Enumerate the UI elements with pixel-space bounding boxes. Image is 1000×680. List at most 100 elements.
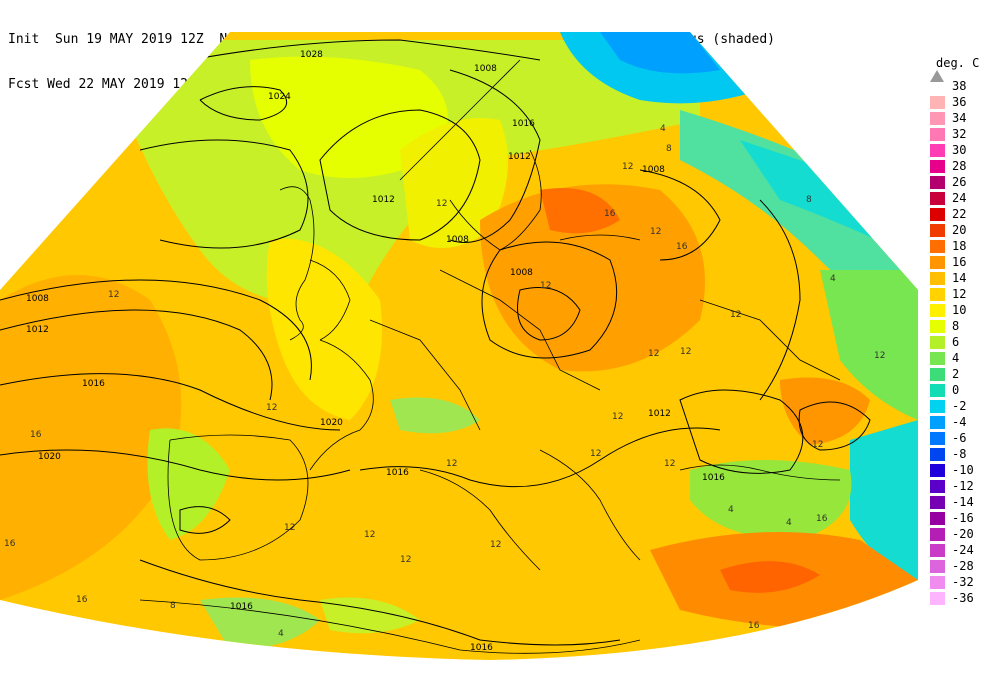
legend-swatch [930, 368, 945, 381]
dewpoint-label: 16 [30, 430, 42, 440]
isobar-label: 1016 [512, 119, 535, 129]
dewpoint-label: 12 [400, 555, 411, 565]
legend-swatch [930, 592, 945, 605]
forecast-map: 1028 1024 1016 1012 1012 1008 1008 1008 … [0, 32, 918, 660]
legend-label: 0 [952, 383, 960, 397]
legend-swatch [930, 320, 945, 333]
legend-label: 32 [952, 127, 967, 141]
isobar-label: 1008 [642, 165, 665, 175]
dewpoint-label: 8 [806, 195, 812, 205]
dewpoint-label: 12 [874, 351, 885, 361]
legend-label: -36 [952, 591, 974, 605]
legend-label: 18 [952, 239, 967, 253]
isobar-label: 1016 [230, 602, 253, 612]
legend-entry: -4 [930, 414, 996, 430]
legend-entry: 34 [930, 110, 996, 126]
legend-label: 4 [952, 351, 960, 365]
dewpoint-label: 12 [266, 403, 277, 413]
legend-entry: -12 [930, 478, 996, 494]
legend-entry: 6 [930, 334, 996, 350]
legend-entry: 0 [930, 382, 996, 398]
dewpoint-label: 4 [278, 629, 284, 639]
legend-entry: -14 [930, 494, 996, 510]
legend-label: 26 [952, 175, 967, 189]
legend-label: -8 [952, 447, 967, 461]
isobar-label: 1016 [82, 379, 105, 389]
legend-label: -32 [952, 575, 974, 589]
legend-entry: -10 [930, 462, 996, 478]
legend-swatch [930, 496, 945, 509]
isobar-label: 1008 [510, 268, 533, 278]
isobar-label: 1024 [268, 92, 291, 102]
legend-label: -28 [952, 559, 974, 573]
legend-swatch [930, 448, 945, 461]
dewpoint-label: 12 [436, 199, 447, 209]
legend-entry: 38 [930, 78, 996, 94]
legend-swatch [930, 176, 945, 189]
legend-entry: 36 [930, 94, 996, 110]
legend-swatch [930, 432, 945, 445]
isobar-label: 1012 [372, 195, 395, 205]
legend-swatch [930, 352, 945, 365]
isobar-label: 1028 [300, 50, 323, 60]
legend-swatch [930, 96, 945, 109]
dewpoint-label: 4 [786, 518, 792, 528]
legend-swatch [930, 128, 945, 141]
dewpoint-label: 12 [284, 523, 295, 533]
legend-entry: 12 [930, 286, 996, 302]
legend-swatch [930, 288, 945, 301]
legend-swatch [930, 400, 945, 413]
legend-entry: -36 [930, 590, 996, 606]
legend-swatch [930, 480, 945, 493]
legend-label: -12 [952, 479, 974, 493]
legend-label: -16 [952, 511, 974, 525]
isobar-label: 1016 [470, 643, 493, 653]
legend-entry: 2 [930, 366, 996, 382]
legend-entry: -24 [930, 542, 996, 558]
dewpoint-label: 12 [364, 530, 375, 540]
legend-entry: -2 [930, 398, 996, 414]
dewpoint-label: 12 [540, 281, 551, 291]
legend-swatch [930, 544, 945, 557]
legend-entry: -6 [930, 430, 996, 446]
legend-entry: 4 [930, 350, 996, 366]
isobar-label: 1020 [38, 452, 61, 462]
legend-label: 8 [952, 319, 960, 333]
dewpoint-label: 16 [748, 621, 760, 631]
dewpoint-label: 12 [490, 540, 501, 550]
legend-entry: 30 [930, 142, 996, 158]
isobar-label: 1008 [474, 64, 497, 74]
dewpoint-label: 16 [816, 514, 828, 524]
legend-entry: 18 [930, 238, 996, 254]
legend-entry: 14 [930, 270, 996, 286]
dewpoint-label: 12 [622, 162, 633, 172]
dewpoint-label: 16 [76, 595, 88, 605]
dewpoint-labels: 12 12 16 16 12 12 12 12 12 12 12 16 12 4… [4, 124, 885, 639]
dewpoint-label: 16 [676, 242, 688, 252]
legend-entry: 26 [930, 174, 996, 190]
coastlines [139, 59, 841, 654]
isobars [0, 39, 871, 646]
legend-entry: 22 [930, 206, 996, 222]
dewpoint-label: 12 [650, 227, 661, 237]
isobar-label: 1012 [648, 409, 671, 419]
legend-label: 30 [952, 143, 967, 157]
dewpoint-label: 12 [680, 347, 691, 357]
legend-entry: 28 [930, 158, 996, 174]
isobar-labels: 1028 1024 1016 1012 1012 1008 1008 1008 … [26, 50, 725, 653]
legend-swatch [930, 416, 945, 429]
dewpoint-label: 12 [108, 290, 119, 300]
legend-entry: 10 [930, 302, 996, 318]
dewpoint-label: 12 [730, 310, 741, 320]
legend-label: 14 [952, 271, 967, 285]
legend-entry: 32 [930, 126, 996, 142]
legend-label: -14 [952, 495, 974, 509]
legend-label: 20 [952, 223, 967, 237]
legend-entry: -20 [930, 526, 996, 542]
legend-swatch [930, 576, 945, 589]
legend-label: 22 [952, 207, 967, 221]
legend-label: 36 [952, 95, 967, 109]
legend-swatch [930, 560, 945, 573]
legend-title: deg. C [936, 56, 980, 70]
dewpoint-label: 16 [604, 209, 616, 219]
